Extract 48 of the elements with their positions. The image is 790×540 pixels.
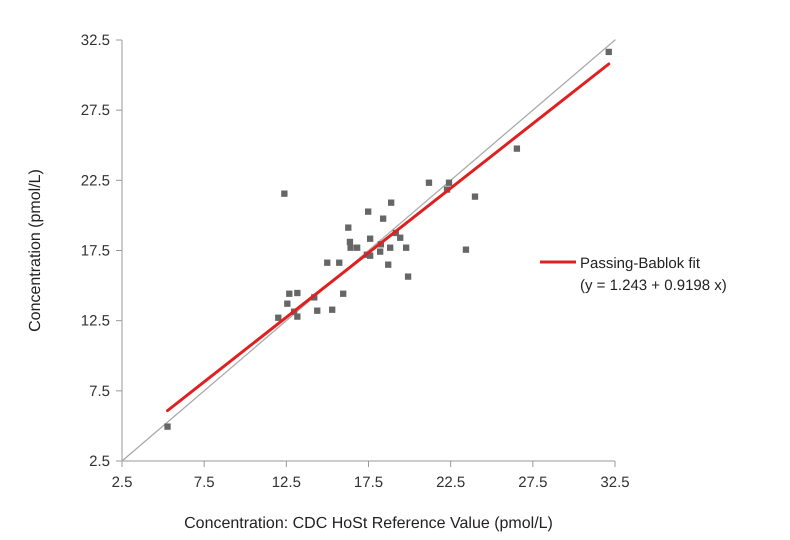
point xyxy=(380,215,386,222)
x-tick-label: 17.5 xyxy=(354,474,384,491)
x-axis-title: Concentration: CDC HoSt Reference Value (pmol/L) xyxy=(184,515,553,532)
point xyxy=(385,262,392,268)
point xyxy=(354,244,360,251)
point xyxy=(606,48,612,56)
point xyxy=(472,193,478,200)
legend-label: Passing-Bablok fit (y = 1.243 + 0.9198 x) xyxy=(580,255,727,294)
point xyxy=(294,290,301,296)
x-tick-label: 22.5 xyxy=(436,474,466,491)
y-tick-label: 32.5 xyxy=(80,32,110,49)
point xyxy=(329,306,336,313)
point xyxy=(365,208,372,215)
point xyxy=(345,224,352,231)
point xyxy=(284,300,290,307)
y-tick-label: 27.5 xyxy=(80,102,110,120)
y-tick-label: 22.5 xyxy=(80,172,110,190)
x-tick-label: 12.5 xyxy=(272,474,301,491)
y-axis-title: Concentration (pmol/L) xyxy=(27,169,44,332)
point xyxy=(387,244,394,251)
x-tick-label: 7.5 xyxy=(194,474,215,491)
y-tick-label: 17.5 xyxy=(80,242,110,260)
point xyxy=(388,199,394,206)
point xyxy=(514,145,520,152)
y-tick-label: 12.5 xyxy=(80,312,110,330)
point xyxy=(404,273,412,280)
x-tick-label: 27.5 xyxy=(518,474,548,491)
point xyxy=(275,314,282,321)
point xyxy=(462,246,470,253)
point xyxy=(426,180,432,186)
point xyxy=(402,244,410,251)
point xyxy=(314,308,320,314)
point xyxy=(366,236,374,242)
point xyxy=(336,260,342,266)
y-tick-label: 7.5 xyxy=(89,382,110,400)
point xyxy=(281,190,288,197)
point xyxy=(347,244,354,251)
point xyxy=(340,290,346,297)
point xyxy=(377,248,384,255)
y-tick-label: 2.5 xyxy=(89,453,110,470)
point xyxy=(286,290,292,297)
x-tick-label: 2.5 xyxy=(112,474,132,491)
point xyxy=(446,180,452,186)
point xyxy=(397,234,404,241)
point xyxy=(324,260,330,266)
x-tick-label: 32.5 xyxy=(600,474,630,491)
point xyxy=(294,313,301,320)
point xyxy=(164,423,171,430)
